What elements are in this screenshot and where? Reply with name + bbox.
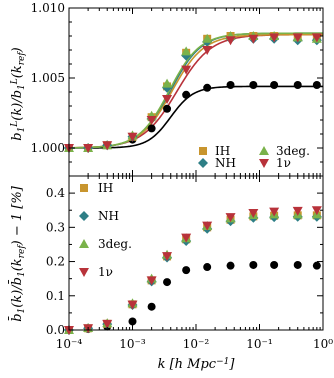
bottom-point-4-10	[269, 207, 280, 217]
top-ytick-label: 1.000	[31, 141, 65, 155]
top-point-4-9	[248, 34, 259, 44]
bottom-point-0-12	[312, 261, 321, 270]
top-point-4-11	[292, 33, 303, 43]
top-point-0-5	[163, 104, 172, 113]
bottom-legend-marker-2	[79, 239, 89, 248]
top-point-0-7	[203, 83, 212, 92]
bottom-point-4-2	[102, 319, 113, 329]
bottom-point-4-3	[127, 300, 138, 310]
bottom-legend: IH NH 3deg. 1ν	[79, 181, 132, 279]
top-point-4-2	[102, 141, 113, 151]
top-curve-0	[69, 85, 323, 149]
bottom-ytick-label: 0.0	[46, 323, 65, 337]
bottom-ytick-label: 0.4	[46, 186, 65, 200]
top-point-3-6	[181, 46, 192, 56]
top-point-3-7	[202, 33, 213, 43]
top-point-4-10	[269, 33, 280, 43]
top-legend-label-2: NH	[215, 156, 236, 170]
bottom-point-4-7	[202, 221, 213, 231]
x-tick-label: 10⁻³	[119, 337, 146, 351]
bottom-ylabel: b̄1(k)/b̄1(kref) − 1 [%]	[8, 185, 27, 322]
bottom-ytick-label: 0.1	[46, 289, 65, 303]
bottom-legend-marker-0	[80, 184, 88, 192]
top-ytick-label: 1.005	[31, 71, 65, 85]
bottom-point-4-5	[162, 252, 173, 262]
top-point-4-6	[181, 65, 192, 75]
bottom-legend-label-0: IH	[98, 181, 113, 195]
top-point-4-8	[225, 36, 236, 46]
bottom-legend-label-3: 1ν	[98, 265, 113, 279]
top-point-0-10	[270, 81, 279, 89]
bottom-point-0-7	[203, 263, 212, 272]
top-legend-marker-1	[259, 146, 269, 155]
top-curves	[68, 32, 324, 149]
top-point-4-5	[162, 95, 173, 104]
top-legend-marker-3	[259, 159, 269, 168]
top-panel: 1.000 1.005 1.010 IH 3deg. NH 1ν b1L(k)/b1L(k…	[10, 1, 324, 177]
top-curve-4	[68, 32, 324, 149]
bottom-point-4-12	[311, 206, 322, 216]
bottom-markers	[64, 206, 322, 335]
bottom-point-0-6	[182, 266, 191, 275]
top-markers	[64, 31, 322, 153]
top-point-4-1	[83, 144, 94, 153]
top-point-0-8	[226, 81, 235, 89]
bottom-panel: 0.0 0.1 0.2 0.3 0.4 10⁻⁴ 10⁻³ 10⁻² 10⁻¹ 10⁰ IH NH 3…	[8, 175, 333, 351]
top-point-0-11	[293, 81, 302, 89]
top-legend-label-1: 3deg.	[276, 144, 310, 158]
bottom-point-0-8	[226, 261, 235, 270]
top-point-0-9	[249, 81, 258, 89]
bottom-point-4-11	[292, 206, 303, 216]
bottom-point-0-11	[293, 260, 302, 269]
top-point-3-5	[162, 78, 173, 88]
top-point-0-6	[182, 90, 191, 99]
bottom-point-0-4	[147, 302, 156, 311]
bottom-point-0-5	[163, 278, 172, 287]
top-point-0-4	[147, 124, 156, 133]
bottom-point-4-6	[181, 233, 192, 243]
bottom-panel-frame	[68, 175, 324, 331]
bottom-legend-marker-3	[79, 268, 89, 277]
top-point-0-12	[312, 81, 321, 89]
top-legend-label-0: IH	[215, 144, 230, 158]
bottom-point-4-4	[146, 276, 157, 286]
bottom-point-0-10	[270, 260, 279, 269]
x-axis-label: k [h Mpc−1]	[158, 357, 236, 372]
x-tick-label: 10⁻⁴	[56, 337, 83, 351]
bottom-legend-label-2: 3deg.	[98, 237, 132, 251]
bottom-point-4-8	[225, 213, 236, 223]
bottom-ytick-label: 0.2	[46, 255, 65, 269]
top-legend: IH 3deg. NH 1ν	[198, 144, 310, 170]
top-legend-marker-0	[199, 147, 207, 155]
bottom-ytick-label: 0.3	[46, 220, 65, 234]
top-ytick-label: 1.010	[31, 1, 65, 15]
top-point-4-12	[311, 33, 322, 43]
top-point-4-7	[202, 46, 213, 55]
x-tick-label: 10⁰	[313, 337, 333, 351]
bottom-point-4-9	[248, 208, 259, 218]
bottom-point-0-3	[128, 317, 137, 326]
top-ylabel: b1L(k)/b1L(kref)	[10, 47, 27, 141]
top-point-4-4	[146, 116, 157, 125]
x-tick-label: 10⁻²	[183, 337, 210, 351]
bottom-legend-marker-1	[79, 211, 89, 221]
bottom-point-0-9	[249, 260, 258, 269]
top-legend-label-3: 1ν	[276, 156, 291, 170]
x-tick-label: 10⁻¹	[246, 337, 272, 351]
bottom-legend-label-1: NH	[98, 209, 119, 223]
top-point-4-3	[127, 132, 138, 142]
top-legend-marker-2	[198, 158, 208, 168]
